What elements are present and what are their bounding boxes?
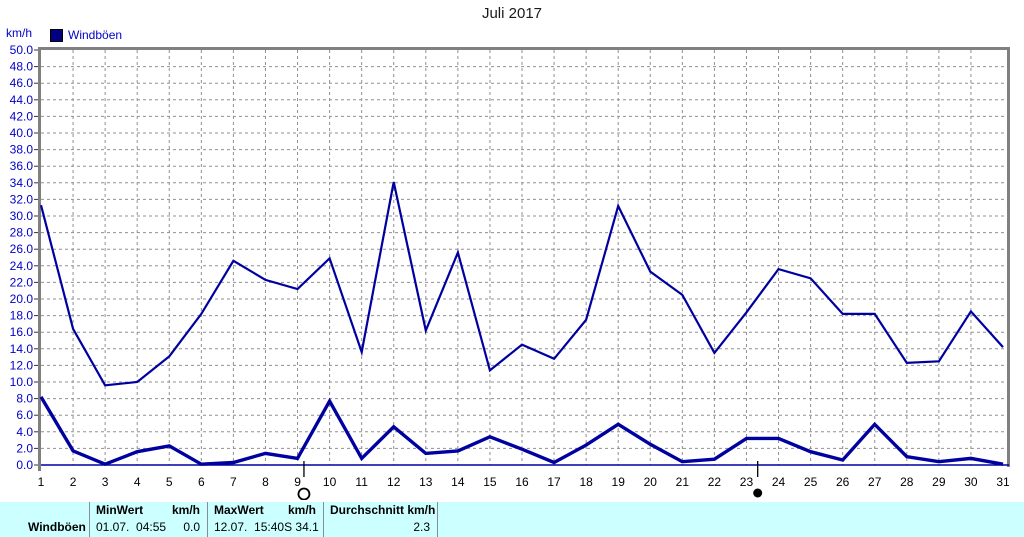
x-tick-label: 20 (644, 475, 658, 489)
chart-title: Juli 2017 (481, 5, 543, 22)
y-tick-label: 46.0 (10, 76, 34, 90)
x-tick-label: 6 (198, 475, 205, 489)
column-separator (89, 502, 90, 537)
y-tick-label: 12.0 (10, 358, 34, 372)
y-tick-label: 6.0 (16, 408, 33, 422)
x-tick-label: 18 (579, 475, 593, 489)
y-tick-label: 42.0 (10, 109, 34, 123)
series-line-windboeen-lower (39, 396, 1004, 467)
y-tick-label: 36.0 (10, 159, 34, 173)
y-tick-label: 38.0 (10, 143, 34, 157)
x-tick-label: 30 (964, 475, 978, 489)
x-tick-label: 22 (708, 475, 722, 489)
x-tick-label: 5 (166, 475, 173, 489)
x-tick-label: 13 (419, 475, 433, 489)
summary-table: Windböen MinWert km/h 01.07. 04:55 0.0 M… (0, 502, 1024, 537)
x-tick-label: 1 (38, 475, 45, 489)
x-tick-label: 21 (676, 475, 690, 489)
y-tick-label: 10.0 (10, 375, 34, 389)
y-axis-line (38, 47, 41, 471)
y-axis-unit-label: km/h (6, 26, 33, 40)
y-tick-label: 40.0 (10, 126, 34, 140)
x-tick-label: 16 (515, 475, 529, 489)
frame-top (38, 47, 1010, 50)
y-tick-label: 20.0 (10, 292, 34, 306)
x-tick-label: 27 (868, 475, 882, 489)
x-tick-label: 17 (547, 475, 561, 489)
legend-label: Windböen (68, 28, 123, 42)
y-tick-label: 8.0 (16, 392, 33, 406)
column-separator (323, 502, 324, 537)
x-tick-label: 26 (836, 475, 850, 489)
x-tick-label: 9 (294, 475, 301, 489)
y-tick-label: 4.0 (16, 425, 33, 439)
x-tick-label: 7 (230, 475, 237, 489)
x-tick-label: 15 (483, 475, 497, 489)
empty-header-cell (0, 502, 89, 519)
min-value-column: MinWert km/h 01.07. 04:55 0.0 (90, 502, 207, 537)
x-tick-label: 8 (262, 475, 269, 489)
y-tick-label: 16.0 (10, 325, 34, 339)
x-tick-label: 10 (323, 475, 337, 489)
series-line-windboeen-upper (39, 181, 1004, 387)
y-tick-label: 32.0 (10, 192, 34, 206)
x-tick-label: 25 (804, 475, 818, 489)
new-moon-icon (753, 488, 763, 498)
x-tick-label: 4 (134, 475, 141, 489)
table-filler (438, 502, 1024, 537)
x-tick-label: 14 (451, 475, 465, 489)
y-tick-label: 0.0 (16, 458, 33, 472)
y-tick-label: 22.0 (10, 275, 34, 289)
y-tick-label: 26.0 (10, 242, 34, 256)
y-tick-label: 50.0 (10, 43, 34, 57)
max-header-cell: MaxWert km/h (214, 503, 316, 517)
y-tick-label: 34.0 (10, 176, 34, 190)
column-separator (207, 502, 208, 537)
x-tick-label: 24 (772, 475, 786, 489)
y-tick-label: 28.0 (10, 226, 34, 240)
average-column: Durchschnitt km/h 2.3 (324, 502, 437, 537)
legend-swatch-icon (50, 28, 63, 42)
y-tick-label: 2.0 (16, 441, 33, 455)
x-tick-label: 11 (355, 475, 368, 489)
y-tick-label: 44.0 (10, 93, 34, 107)
frame-right (1007, 47, 1010, 467)
x-tick-label: 19 (612, 475, 626, 489)
y-tick-label: 48.0 (10, 60, 34, 74)
full-moon-icon (297, 487, 311, 500)
summary-row-label-column: Windböen (0, 502, 89, 537)
y-tick-label: 18.0 (10, 309, 34, 323)
y-tick-label: 14.0 (10, 342, 34, 356)
x-tick-label: 2 (70, 475, 77, 489)
min-value-cell: 01.07. 04:55 0.0 (96, 520, 200, 534)
x-tick-label: 23 (740, 475, 754, 489)
y-tick-label: 30.0 (10, 209, 34, 223)
average-header-cell: Durchschnitt km/h (330, 503, 436, 517)
x-tick-label: 3 (102, 475, 109, 489)
column-separator (437, 502, 438, 537)
x-tick-label: 29 (932, 475, 946, 489)
min-header-cell: MinWert km/h (96, 503, 200, 517)
legend: Windböen (50, 28, 122, 42)
x-tick-label: 12 (387, 475, 401, 489)
max-value-column: MaxWert km/h 12.07. 15:40 S 34.1 (208, 502, 323, 537)
series-row-label: Windböen (28, 520, 86, 534)
max-value-cell: 12.07. 15:40 S 34.1 (214, 520, 319, 534)
x-tick-label: 28 (900, 475, 914, 489)
average-value-cell: 2.3 (413, 520, 430, 534)
wind-gust-chart: 0.0 2.0 4.0 6.0 8.0 10.0 12.0 14.0 16.0 18.0 20.0 2… (10, 43, 1010, 500)
x-tick-label: 31 (996, 475, 1010, 489)
y-tick-label: 24.0 (10, 259, 34, 273)
